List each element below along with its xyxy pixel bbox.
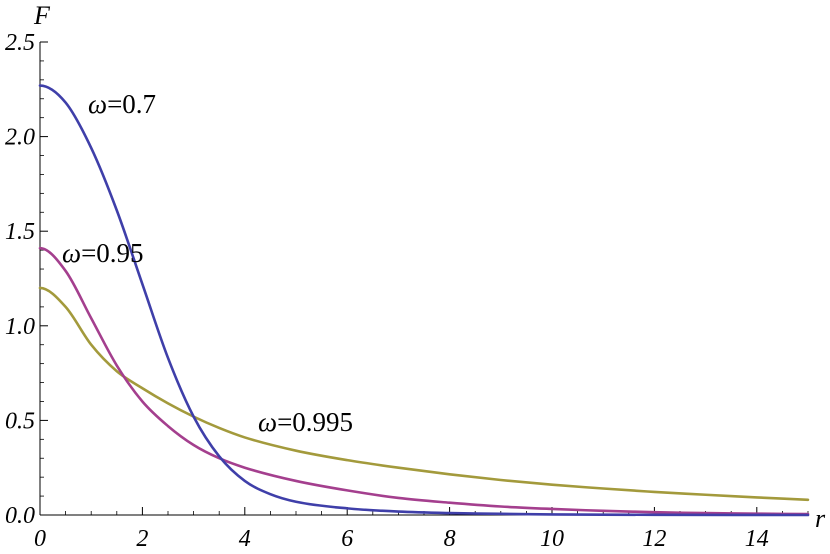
series-line-2 [38, 286, 810, 502]
omega-symbol: ω [88, 89, 107, 119]
y-tick-label: 1.5 [5, 219, 35, 245]
series-label-omega-0.7: ω=0.7 [88, 89, 156, 119]
omega-symbol: ω [62, 238, 81, 268]
x-tick-label: 0 [34, 526, 46, 552]
x-tick-label: 4 [239, 526, 251, 552]
x-tick-label: 8 [444, 526, 456, 552]
y-tick-label: 1.0 [5, 314, 35, 340]
y-tick-label: 0.0 [5, 503, 35, 529]
omega-value: =0.7 [107, 89, 156, 119]
series-label-omega-0.95: ω=0.95 [62, 238, 144, 268]
x-tick-label: 2 [136, 526, 148, 552]
x-tick-label: 14 [745, 526, 769, 552]
series-line-1 [38, 246, 810, 516]
series-layer [38, 84, 810, 517]
omega-value: =0.995 [277, 407, 353, 437]
x-tick-label: 6 [341, 526, 353, 552]
y-axis-title: F [33, 1, 51, 30]
x-tick-label: 12 [642, 526, 666, 552]
x-tick-label: 10 [540, 526, 564, 552]
tick-labels: 0 2 4 6 8 10 12 14 0.0 0.5 1.0 1.5 2.0 2.5 [5, 30, 769, 552]
omega-symbol: ω [258, 407, 277, 437]
y-tick-label: 0.5 [5, 408, 35, 434]
y-tick-label: 2.5 [5, 30, 35, 56]
y-tick-label: 2.0 [5, 125, 35, 151]
x-axis-title: r [815, 504, 826, 533]
series-label-omega-0.995: ω=0.995 [258, 407, 353, 437]
series-line-0 [38, 84, 810, 517]
omega-value: =0.95 [81, 238, 143, 268]
